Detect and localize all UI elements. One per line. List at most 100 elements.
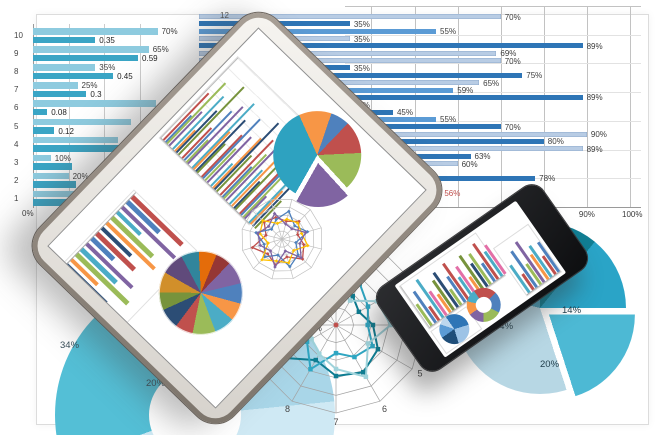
radar-marker [274,259,279,263]
gridline [414,6,416,207]
gridline [68,24,70,208]
radar-marker [276,253,280,257]
radar-spoke-label: 6 [382,404,387,414]
bar [199,50,497,56]
bar [33,181,76,188]
radar-marker [274,217,279,222]
radar-marker [304,339,310,344]
bar [33,28,158,35]
radar-marker [302,242,306,247]
radar-marker [256,231,260,235]
radar-marker [275,221,280,226]
tablet-screen [47,27,427,409]
radar-marker [347,298,353,303]
data-label: 65% [483,78,500,88]
radar-marker [356,309,362,315]
data-label: 0% [22,209,34,218]
radar-marker [285,255,289,259]
radar-marker [268,249,273,253]
data-label: 70% [504,56,521,66]
radar-marker [299,255,303,260]
bar [33,46,149,53]
radar-marker [266,224,271,229]
data-label: 4 [14,139,19,149]
data-label: 10% [54,153,71,163]
data-label: 1 [14,193,19,203]
bar [33,118,131,125]
radar-spoke [271,239,283,280]
data-label: 25% [81,81,98,91]
data-label: 5 [14,121,19,131]
plot-top-line [345,6,641,7]
gridline [139,24,141,208]
bar [199,58,501,64]
bar [33,100,156,107]
radar-spoke-label: 8 [285,404,290,414]
radar-spoke [281,238,312,268]
phone-mini-column-chart [492,223,563,297]
bar [33,190,83,198]
data-label: 56% [444,188,461,198]
radar-marker [370,343,375,349]
radar-marker [291,248,296,253]
data-label: 35% [353,63,370,73]
radar-marker [272,211,277,216]
data-label: 0.45 [117,72,133,82]
data-label: 10 [14,31,23,40]
data-label: 59% [457,86,474,95]
bar [199,14,501,19]
bar [33,127,55,134]
value-axis-line [33,24,34,208]
radar-marker [333,366,339,372]
data-label: 9 [14,49,19,59]
data-label: 0.59 [142,54,158,64]
data-label: 0.35 [99,36,115,45]
radar-marker [388,322,393,328]
gridline [104,24,106,208]
radar-marker [317,351,322,357]
data-label: 80% [547,137,564,147]
radar-spoke [242,238,283,251]
data-label: 0.12 [58,126,74,136]
radar-center-dot [333,322,339,328]
bar [33,36,96,43]
radar-spoke [291,324,337,402]
radar-spoke [335,324,381,402]
radar-marker [352,354,357,360]
radar-marker [273,265,277,269]
data-label: 90% [590,130,607,140]
bar [199,72,523,78]
radar-marker [269,227,274,231]
radar-marker [295,232,300,237]
radar-marker [294,240,298,245]
radar-marker [375,346,381,352]
data-label: 7 [14,85,19,95]
data-label: 8 [14,67,19,77]
radar-marker [365,322,370,328]
data-label: 70% [504,122,521,132]
bar [33,163,73,170]
radar-marker [308,366,313,372]
bar [33,154,51,162]
radar-spoke [252,210,283,240]
bar [33,82,78,89]
data-label: 78% [539,174,556,184]
radar-spoke [281,209,311,240]
radar-marker [258,243,263,248]
radar-marker [250,245,255,250]
data-label: 2 [14,175,19,185]
bar [199,43,583,49]
data-label: 35% [353,19,370,29]
gridline [630,6,631,207]
radar-marker [260,258,264,262]
data-label: 6 [14,103,19,113]
data-label: 0.3 [90,90,102,100]
radar-marker [266,241,270,245]
tablet-radar-chart [241,199,323,280]
data-label: 3 [14,157,19,167]
data-label: 35% [353,34,370,44]
radar-marker [283,222,288,226]
bar [33,145,122,152]
radar-spoke [281,238,322,250]
